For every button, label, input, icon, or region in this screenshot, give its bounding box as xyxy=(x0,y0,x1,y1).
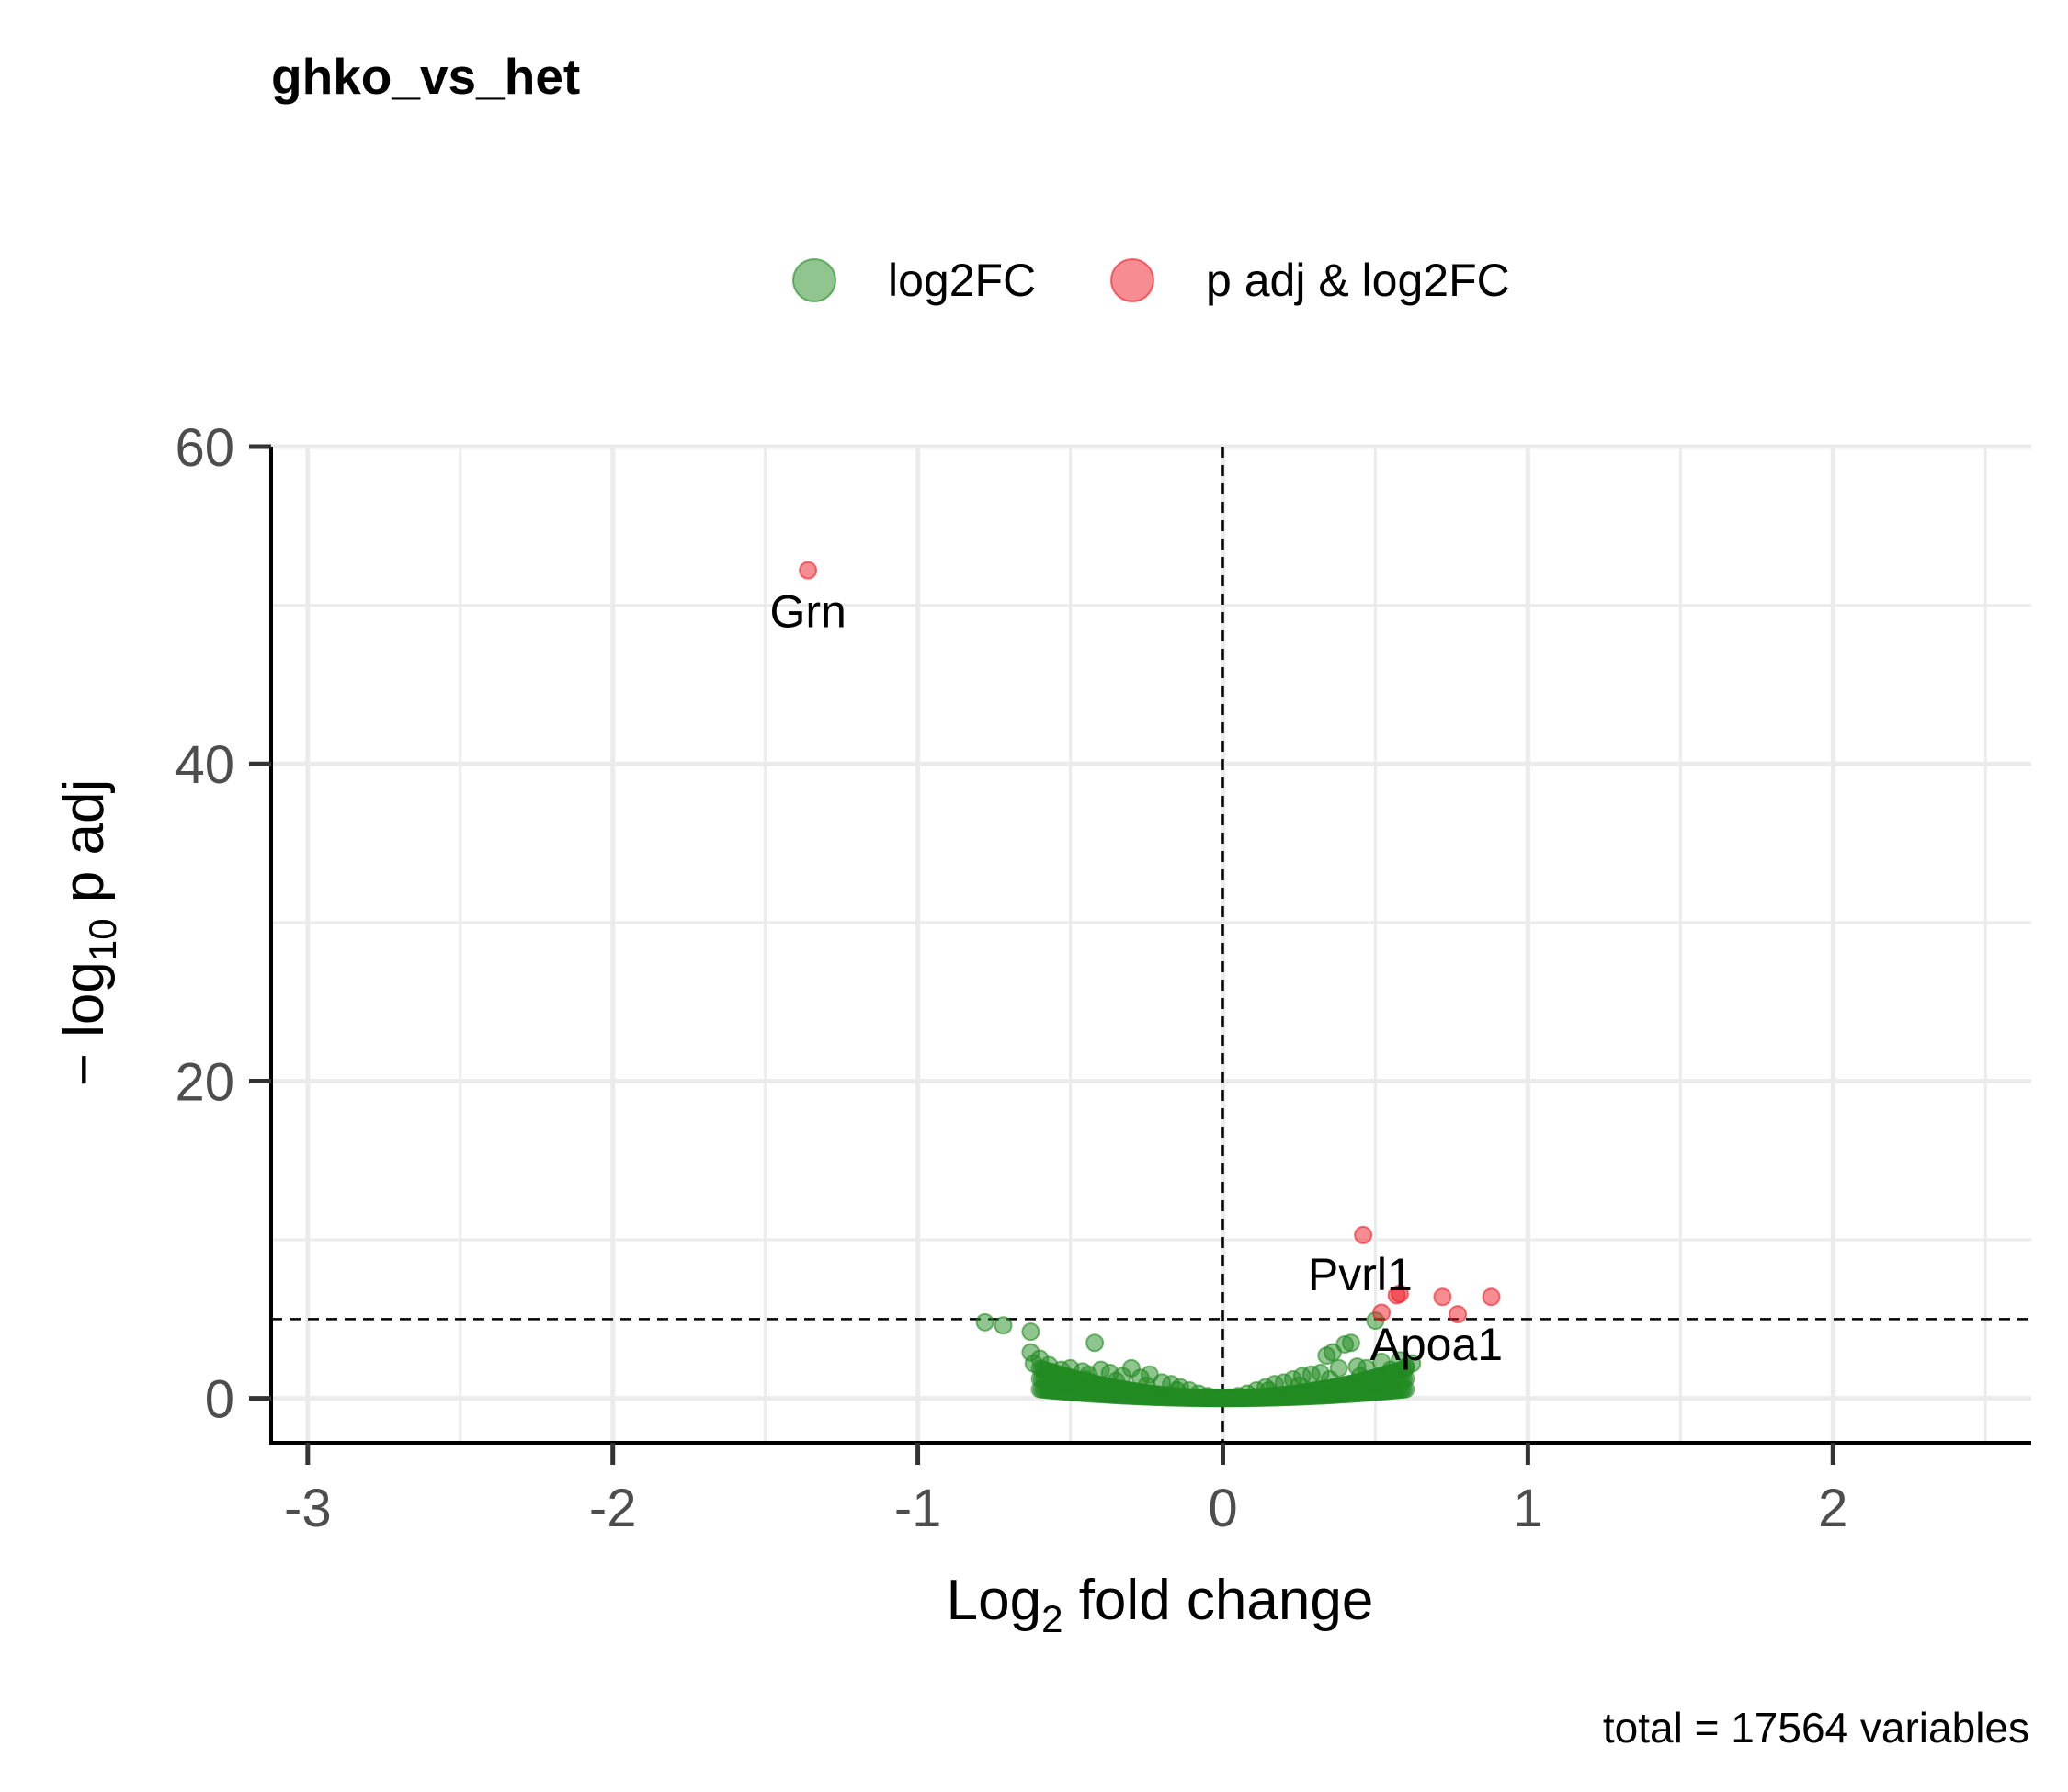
data-point-padj-log2fc xyxy=(799,561,818,580)
y-tick-label: 20 xyxy=(175,1052,234,1112)
x-tick-label: 2 xyxy=(1818,1479,1847,1538)
data-point-padj-log2fc xyxy=(1449,1305,1468,1324)
data-point-log2fc xyxy=(1107,1371,1126,1390)
data-point-padj-log2fc xyxy=(1354,1225,1373,1244)
axes xyxy=(269,447,2031,1445)
data-point-padj-log2fc xyxy=(1482,1287,1501,1307)
y-axis-ticks: 0 20 40 60 xyxy=(175,418,271,1430)
data-point-log2fc xyxy=(1085,1333,1105,1353)
data-point-log2fc xyxy=(1341,1333,1360,1353)
caption: total = 17564 variables xyxy=(1603,1704,2029,1752)
gene-label: Pvrl1 xyxy=(1308,1249,1413,1300)
data-point-log2fc xyxy=(1024,1354,1043,1373)
data-point-log2fc xyxy=(1320,1369,1339,1389)
x-axis-ticks: -3 -2 -1 0 1 2 xyxy=(284,1443,1847,1538)
gene-label: Apoa1 xyxy=(1370,1319,1504,1370)
gene-label: Grn xyxy=(769,586,846,638)
legend-label-padj-log2fc: p adj & log2FC xyxy=(1206,255,1510,306)
data-point-log2fc xyxy=(1396,1357,1415,1377)
data-point-log2fc xyxy=(994,1316,1013,1335)
y-axis-title: − log10 p adj xyxy=(52,779,124,1087)
y-tick-label: 40 xyxy=(175,735,234,795)
y-tick-label: 0 xyxy=(205,1370,234,1430)
legend: log2FC p adj & log2FC xyxy=(792,255,1510,306)
data-point-log2fc xyxy=(1137,1376,1156,1395)
chart-title: ghko_vs_het xyxy=(271,48,580,105)
data-point-log2fc xyxy=(1167,1381,1187,1401)
data-point-log2fc xyxy=(1396,1380,1415,1399)
y-tick-label: 60 xyxy=(175,418,234,478)
data-point-padj-log2fc xyxy=(1390,1284,1409,1303)
data-point-log2fc xyxy=(975,1312,994,1332)
x-tick-label: -3 xyxy=(284,1479,332,1538)
data-point-log2fc xyxy=(1042,1365,1062,1384)
grid xyxy=(271,444,2031,1443)
data-points xyxy=(799,561,1501,1408)
data-point-padj-log2fc xyxy=(1433,1287,1452,1307)
x-tick-label: -2 xyxy=(589,1479,637,1538)
x-tick-label: -1 xyxy=(894,1479,942,1538)
legend-key-log2fc xyxy=(792,258,836,302)
data-point-log2fc xyxy=(1021,1322,1040,1342)
data-point-log2fc xyxy=(1290,1376,1309,1395)
data-point-padj-log2fc xyxy=(1372,1303,1392,1322)
data-point-log2fc xyxy=(1350,1367,1369,1386)
cutoff-lines xyxy=(271,447,2031,1443)
legend-label-log2fc: log2FC xyxy=(888,255,1036,306)
gene-labels: Grn Pvrl1 Apoa1 xyxy=(769,586,1503,1370)
data-point-log2fc xyxy=(1381,1364,1401,1383)
x-tick-label: 0 xyxy=(1208,1479,1237,1538)
x-axis-title: Log2 fold change xyxy=(947,1569,1374,1640)
x-tick-label: 1 xyxy=(1513,1479,1542,1538)
data-point-log2fc xyxy=(1076,1369,1096,1389)
data-point-log2fc xyxy=(1259,1381,1278,1401)
legend-key-padj-log2fc xyxy=(1110,258,1154,302)
